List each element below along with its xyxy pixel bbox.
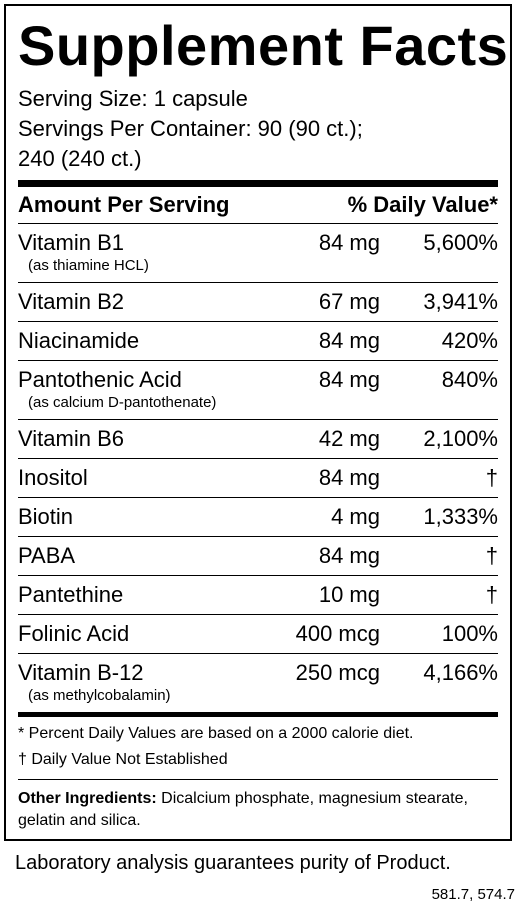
nutrient-amount: 10 mg [318, 582, 380, 607]
nutrient-amount: 84 mg [318, 230, 380, 255]
nutrient-row: PABA 84 mg † [18, 536, 498, 575]
nutrient-daily-value: 4,166% [423, 660, 498, 685]
other-ingredients-text: Dicalcium phosphate, magnesium stearate,… [18, 790, 468, 829]
lot-code: 581.7, 574.7 [431, 886, 515, 903]
nutrient-name: Vitamin B2 [18, 289, 124, 314]
nutrient-row: Vitamin B1 84 mg 5,600% (as thiamine HCL) [18, 223, 498, 274]
nutrient-row: Vitamin B-12 250 mcg 4,166% (as methylcobal… [18, 653, 498, 704]
nutrient-source: (as calcium D-pantothenate) [28, 394, 217, 411]
nutrient-row-main: Pantethine 10 mg † [18, 576, 498, 614]
nutrient-amount: 84 mg [318, 367, 380, 392]
nutrient-row: Inositol 84 mg † [18, 458, 498, 497]
nutrient-amount: 400 mcg [295, 621, 380, 646]
thick-divider [18, 180, 498, 187]
footnote-dagger: † Daily Value Not Established [18, 751, 228, 768]
nutrient-name: Folinic Acid [18, 621, 130, 646]
nutrient-source: (as methylcobalamin) [28, 687, 171, 704]
nutrient-name: Vitamin B6 [18, 426, 124, 451]
nutrient-amount: 4 mg [331, 504, 380, 529]
nutrient-daily-value: 1,333% [423, 504, 498, 529]
nutrient-row: Pantethine 10 mg † [18, 575, 498, 614]
serving-info: Serving Size: 1 capsule Servings Per Con… [18, 84, 498, 174]
nutrient-row-main: PABA 84 mg † [18, 537, 498, 575]
nutrient-daily-value: † [485, 465, 498, 490]
nutrient-name: PABA [18, 543, 76, 568]
nutrient-daily-value: 2,100% [423, 426, 498, 451]
nutrient-row: Folinic Acid 400 mcg 100% [18, 614, 498, 653]
nutrient-amount: 67 mg [318, 289, 380, 314]
nutrient-daily-value: 100% [441, 621, 498, 646]
nutrient-name: Vitamin B1 [18, 230, 124, 255]
nutrient-daily-value: 5,600% [423, 230, 498, 255]
nutrient-name: Inositol [18, 465, 88, 490]
nutrient-row-main: Vitamin B1 84 mg 5,600% [18, 224, 498, 262]
nutrient-row-main: Vitamin B6 42 mg 2,100% [18, 420, 498, 458]
footnote-percent: * Percent Daily Values are based on a 20… [18, 725, 414, 742]
nutrient-daily-value: 3,941% [423, 289, 498, 314]
nutrient-row-main: Biotin 4 mg 1,333% [18, 498, 498, 536]
servings-per-container: Servings Per Container: 90 (90 ct.); [18, 116, 363, 141]
nutrient-amount: 42 mg [318, 426, 380, 451]
nutrient-daily-value: † [485, 543, 498, 568]
nutrient-daily-value: 840% [441, 367, 498, 392]
header-amount-per-serving: Amount Per Serving [18, 192, 230, 217]
nutrient-name: Pantethine [18, 582, 124, 607]
nutrient-row: Biotin 4 mg 1,333% [18, 497, 498, 536]
nutrient-row-main: Niacinamide 84 mg 420% [18, 322, 498, 360]
nutrient-row: Vitamin B2 67 mg 3,941% [18, 282, 498, 321]
nutrient-amount: 84 mg [318, 543, 380, 568]
nutrient-row-main: Inositol 84 mg † [18, 459, 498, 497]
nutrient-source: (as thiamine HCL) [28, 257, 149, 274]
supplement-facts-panel: Supplement Facts Serving Size: 1 capsule… [4, 4, 512, 841]
nutrient-daily-value: 420% [441, 328, 498, 353]
panel-title: Supplement Facts [18, 14, 509, 77]
nutrient-amount: 250 mcg [295, 660, 380, 685]
nutrient-row: Pantothenic Acid 84 mg 840% (as calcium D-p… [18, 360, 498, 411]
footnotes: * Percent Daily Values are based on a 20… [18, 712, 498, 773]
nutrient-name: Vitamin B-12 [18, 660, 144, 685]
nutrient-name: Biotin [18, 504, 74, 529]
nutrient-row: Niacinamide 84 mg 420% [18, 321, 498, 360]
nutrient-name: Pantothenic Acid [18, 367, 182, 392]
purity-statement: Laboratory analysis guarantees purity of… [15, 852, 451, 874]
nutrient-table: Vitamin B1 84 mg 5,600% (as thiamine HCL) Vi… [18, 223, 498, 704]
nutrient-daily-value: † [485, 582, 498, 607]
table-header: Amount Per Serving % Daily Value* [18, 187, 498, 223]
nutrient-row-main: Pantothenic Acid 84 mg 840% [18, 361, 498, 399]
nutrient-name: Niacinamide [18, 328, 140, 353]
nutrient-row: Vitamin B6 42 mg 2,100% [18, 419, 498, 458]
header-daily-value: % Daily Value* [347, 192, 498, 217]
nutrient-row-main: Vitamin B2 67 mg 3,941% [18, 283, 498, 321]
nutrient-row-main: Vitamin B-12 250 mcg 4,166% [18, 654, 498, 692]
nutrient-row-main: Folinic Acid 400 mcg 100% [18, 615, 498, 653]
servings-per-container-alt: 240 (240 ct.) [18, 146, 142, 171]
other-ingredients: Other Ingredients: Dicalcium phosphate, … [18, 779, 498, 832]
other-ingredients-label: Other Ingredients: [18, 790, 157, 807]
nutrient-amount: 84 mg [318, 328, 380, 353]
nutrient-amount: 84 mg [318, 465, 380, 490]
serving-size: Serving Size: 1 capsule [18, 86, 248, 111]
